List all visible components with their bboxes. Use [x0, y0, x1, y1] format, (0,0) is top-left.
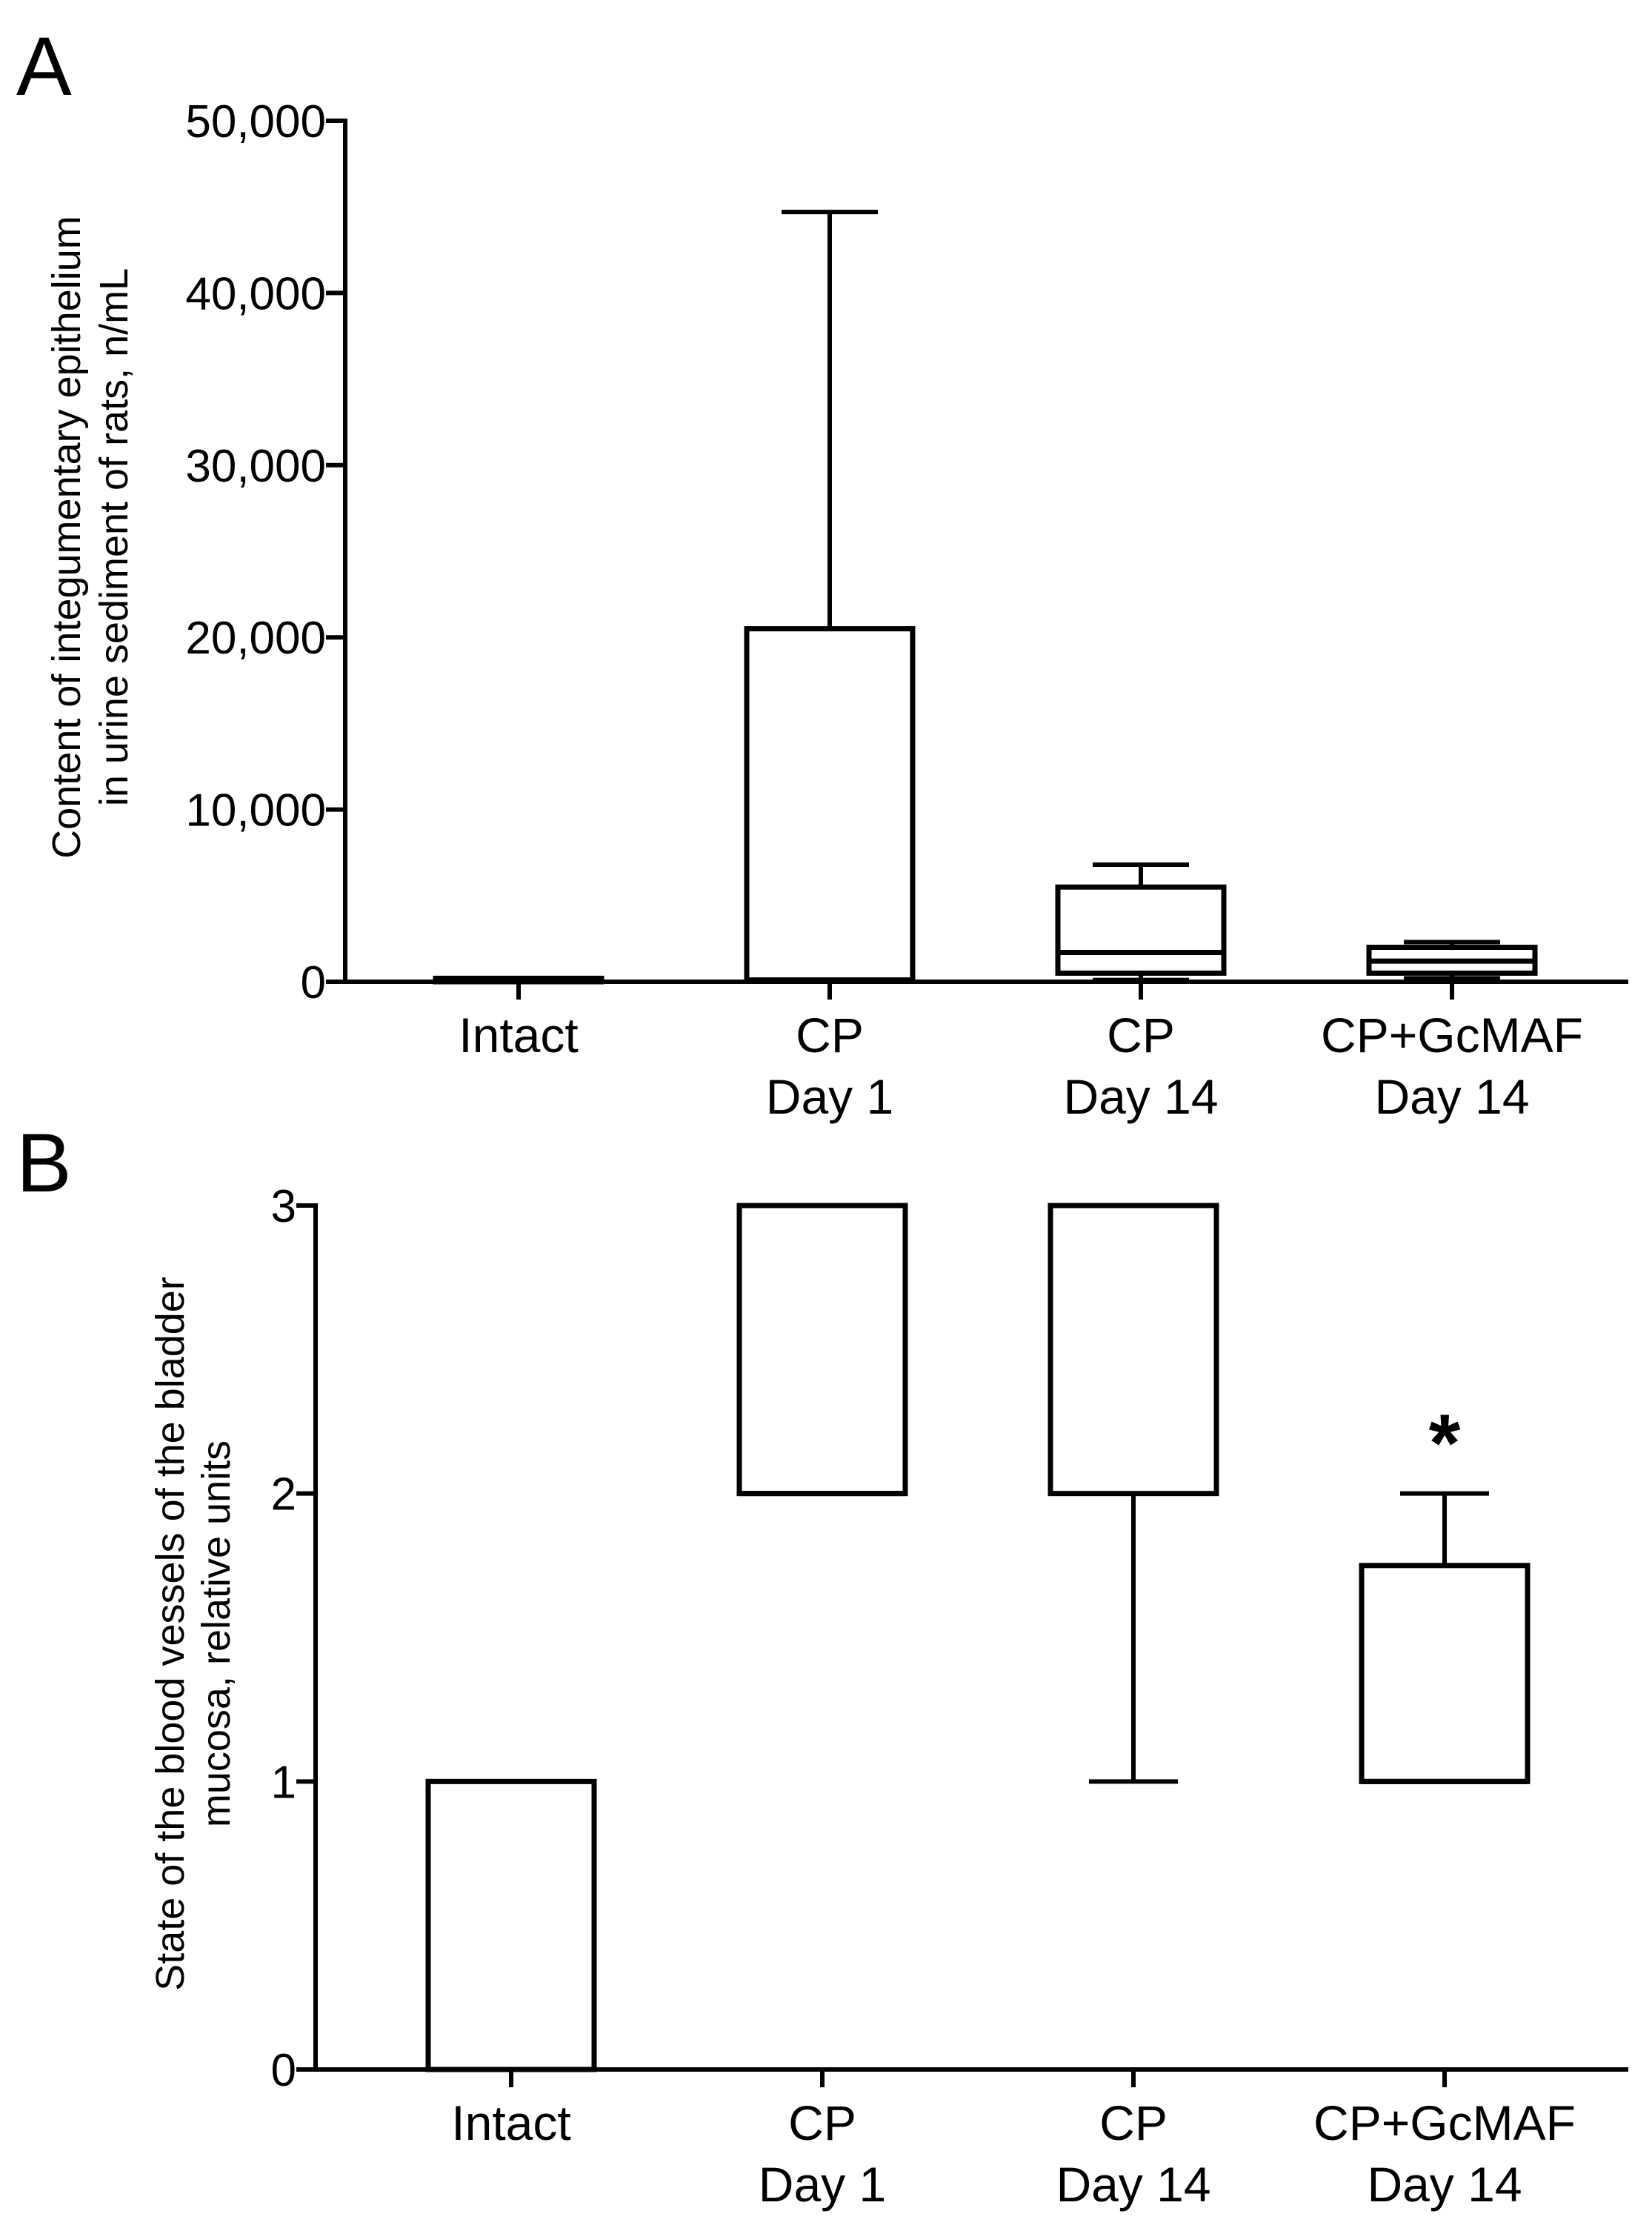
panel-a-y-tick-label: 20,000 — [185, 613, 326, 664]
panel-b-y-axis-label: State of the blood vessels of the bladde… — [148, 1277, 193, 1991]
box — [744, 626, 916, 983]
box — [1048, 1203, 1219, 1497]
panel-a-category-label: Day 1 — [766, 1069, 893, 1124]
panel-b-box-3 — [1359, 1491, 1531, 1784]
panel-a-category-label: Intact — [459, 1008, 578, 1063]
panel-a-y-tick-label: 10,000 — [185, 785, 326, 837]
panel-b-category-label: Day 14 — [1367, 2157, 1522, 2212]
significance-marker: * — [1429, 1398, 1461, 1489]
panel-b-letter: B — [16, 1117, 72, 1209]
box — [1055, 884, 1227, 976]
panel-a-box-0 — [433, 975, 604, 985]
panel-b-box-2 — [1048, 1203, 1219, 1784]
box — [1359, 1563, 1531, 1784]
panel-a-category-label: Day 14 — [1374, 1069, 1529, 1124]
panel-a-y-axis-label: Content of integumentary epithelium — [44, 216, 89, 859]
box — [736, 1203, 908, 1497]
panel-a-y-axis-label: in urine sediment of rats, n/mL — [92, 268, 136, 806]
panel-b-category-label: Day 1 — [759, 2157, 886, 2212]
panel-a: A 0 10,000 20,000 30,000 40,000 50,000 Content… — [16, 20, 1628, 1124]
panel-b-y-tick-label: 0 — [271, 2045, 296, 2096]
box — [425, 1778, 597, 2072]
panel-b-category-label: CP — [788, 2095, 856, 2150]
panel-a-box-2 — [1055, 862, 1227, 982]
panel-a-category-label: Day 14 — [1063, 1069, 1218, 1124]
panel-a-box-3 — [1366, 940, 1538, 981]
panel-b-y-tick-label: 1 — [271, 1757, 296, 1808]
panel-b-y-tick-label: 2 — [271, 1469, 296, 1520]
panel-b-y-tick-label: 3 — [271, 1181, 296, 1232]
panel-a-y-tick-label: 40,000 — [185, 268, 326, 319]
panel-a-category-label: CP — [796, 1008, 864, 1063]
panel-b-box-0 — [425, 1778, 597, 2072]
panel-b-y-axis-label: mucosa, relative units — [194, 1440, 239, 1827]
panel-b-category-label: CP+GcMAF — [1313, 2095, 1576, 2150]
panel-b-category-label: Day 14 — [1056, 2157, 1210, 2212]
panel-b-box-1 — [736, 1203, 908, 1497]
panel-a-y-tick-label: 0 — [301, 957, 326, 1008]
panel-a-box-1 — [744, 210, 916, 984]
panel-a-letter: A — [16, 20, 72, 113]
panel-b-category-label: Intact — [451, 2095, 570, 2150]
panel-a-category-label: CP — [1107, 1008, 1175, 1063]
panel-b-category-label: CP — [1099, 2095, 1168, 2150]
panel-a-category-label: CP+GcMAF — [1321, 1008, 1583, 1063]
panel-a-y-tick-label: 30,000 — [185, 441, 326, 492]
panel-a-y-tick-label: 50,000 — [185, 96, 326, 147]
panel-b: B 0 1 2 3 State of the blood vessels of the … — [16, 1117, 1628, 2212]
